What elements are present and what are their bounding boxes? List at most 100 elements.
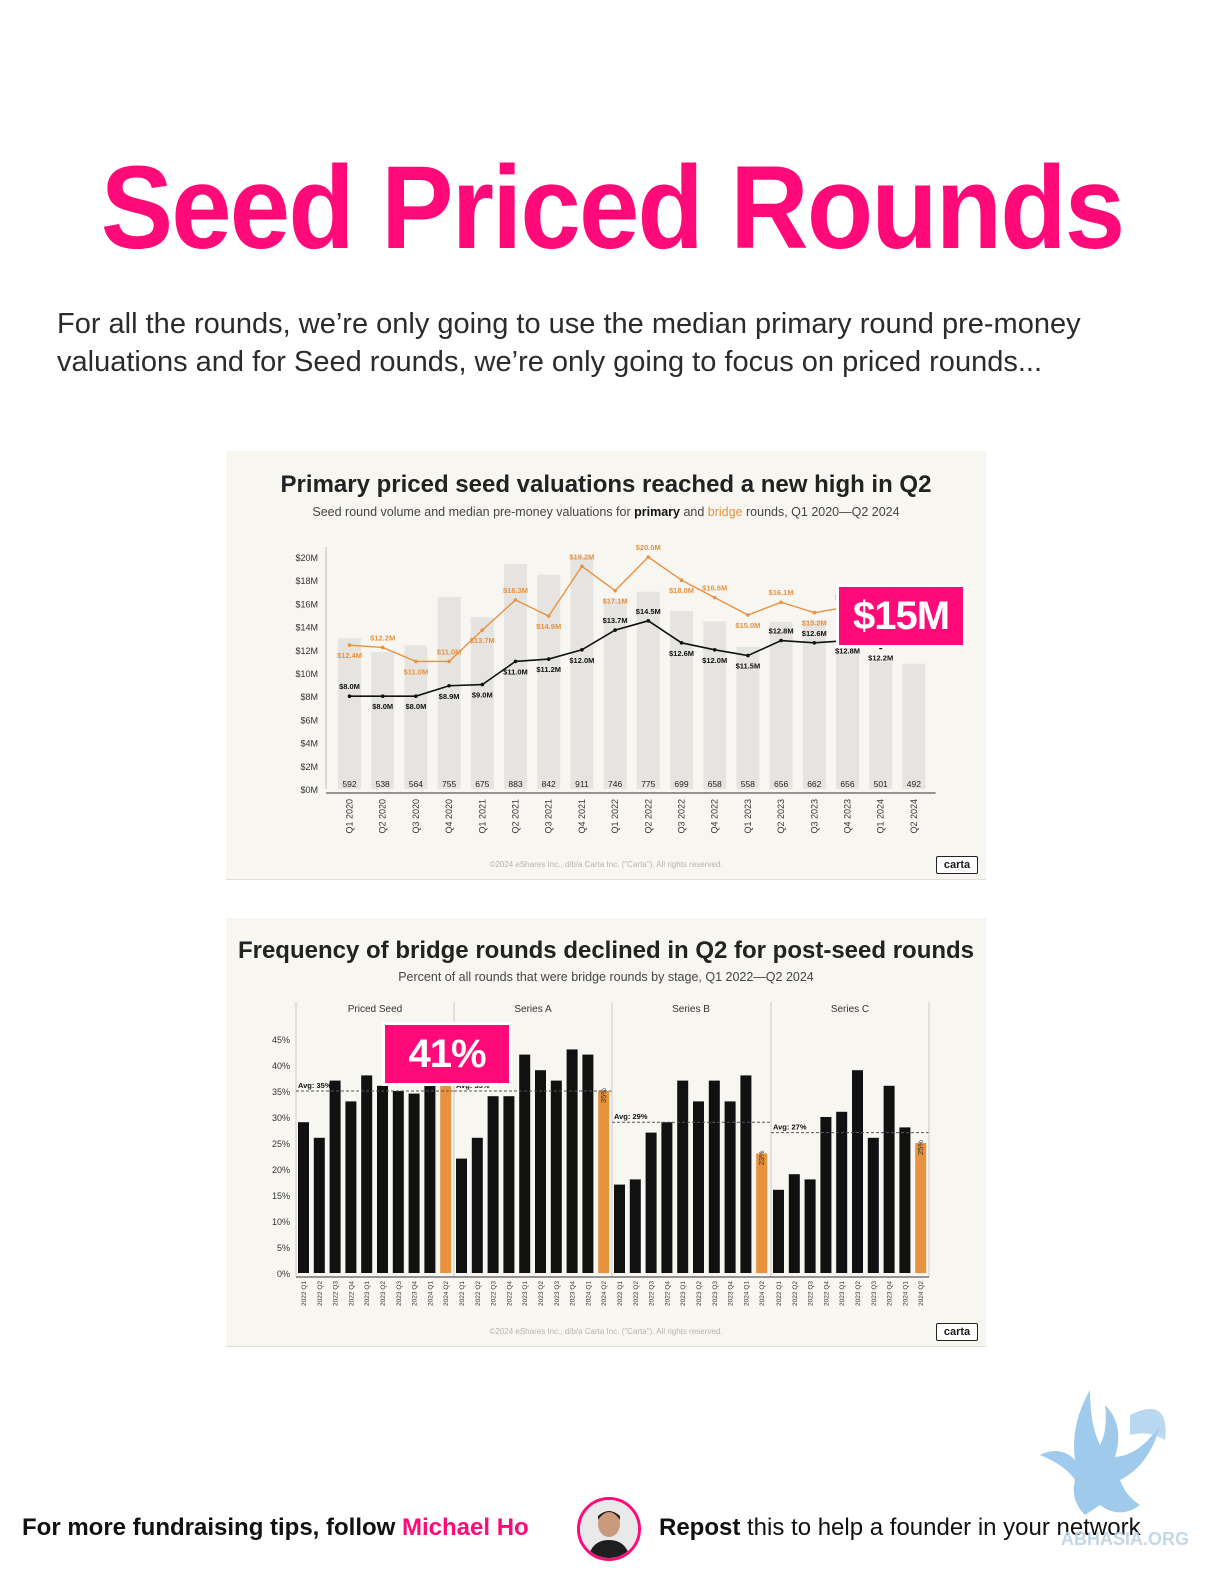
y-tick-label: 45% bbox=[272, 1035, 290, 1045]
x-tick-label: 2022 Q1 bbox=[459, 1281, 466, 1306]
x-tick-label: 2022 Q2 bbox=[633, 1281, 640, 1306]
primary-data-label: $9.0M bbox=[472, 691, 493, 700]
y-tick-label: $16M bbox=[295, 599, 318, 609]
callout-15m: $15M bbox=[836, 584, 966, 648]
x-tick-label: 2023 Q4 bbox=[412, 1281, 419, 1306]
primary-data-label: $12.2M bbox=[868, 653, 893, 662]
x-tick-label: 2023 Q3 bbox=[871, 1281, 878, 1306]
carta-logo: carta bbox=[936, 1323, 978, 1341]
volume-bar bbox=[470, 617, 494, 789]
volume-bar bbox=[371, 651, 395, 789]
primary-data-label: $12.6M bbox=[669, 649, 694, 658]
x-tick-label: 2023 Q1 bbox=[522, 1281, 529, 1306]
volume-label: 662 bbox=[807, 779, 821, 789]
volume-label: 538 bbox=[376, 779, 390, 789]
primary-data-label: $12.8M bbox=[835, 647, 860, 656]
primary-data-label: $12.8M bbox=[769, 627, 794, 636]
group-label: Series B bbox=[672, 1004, 710, 1015]
bridge-data-label: $16.1M bbox=[769, 588, 794, 597]
current-value-label: 23% bbox=[757, 1150, 766, 1165]
x-tick-label: Q1 2020 bbox=[345, 799, 355, 834]
volume-label: 675 bbox=[475, 779, 489, 789]
bridge-data-label: $18.0M bbox=[669, 586, 694, 595]
bridge-data-label: $16.5M bbox=[702, 584, 727, 593]
primary-point bbox=[746, 653, 750, 658]
x-tick-label: 2023 Q4 bbox=[728, 1281, 735, 1306]
volume-bar bbox=[570, 557, 594, 789]
callout-41pct: 41% bbox=[382, 1022, 512, 1086]
bridge-pct-bar bbox=[899, 1127, 911, 1273]
primary-data-label: $12.0M bbox=[702, 656, 727, 665]
y-tick-label: $18M bbox=[295, 576, 318, 586]
x-tick-label: 2024 Q1 bbox=[902, 1281, 909, 1306]
footer-follow: For more fundraising tips, follow Michae… bbox=[22, 1514, 529, 1542]
chart1-title: Primary priced seed valuations reached a… bbox=[280, 471, 932, 498]
volume-label: 775 bbox=[641, 779, 655, 789]
bridge-point bbox=[646, 555, 651, 559]
bridge-pct-bar bbox=[345, 1101, 357, 1273]
x-tick-label: 2022 Q3 bbox=[333, 1281, 340, 1306]
x-tick-label: Q4 2020 bbox=[444, 799, 454, 834]
x-tick-label: Q2 2023 bbox=[776, 799, 786, 834]
primary-point bbox=[646, 619, 651, 623]
y-tick-label: $12M bbox=[295, 646, 318, 656]
primary-point bbox=[347, 694, 352, 698]
x-tick-label: Q3 2023 bbox=[809, 799, 819, 834]
x-tick-label: Q3 2021 bbox=[544, 799, 554, 834]
bridge-data-label: $12.2M bbox=[370, 633, 395, 642]
volume-bar bbox=[537, 574, 561, 789]
chart2-copyright: ©2024 eShares Inc., d/b/a Carta Inc. ("C… bbox=[489, 1327, 723, 1336]
primary-data-label: $12.6M bbox=[802, 629, 827, 638]
y-tick-label: $8M bbox=[300, 692, 318, 702]
volume-bar bbox=[338, 638, 361, 789]
x-tick-label: Q3 2022 bbox=[677, 799, 687, 834]
bridge-pct-bar bbox=[788, 1174, 800, 1273]
person-icon bbox=[580, 1500, 638, 1558]
volume-label: 755 bbox=[442, 779, 456, 789]
author-link[interactable]: Michael Ho bbox=[402, 1514, 529, 1541]
valuation-chart: $0M $2M $4M $6M $8M $10M $12M $14M $16M $18M $20M 5… bbox=[295, 543, 936, 834]
bridge-pct-bar bbox=[329, 1080, 341, 1273]
bridge-pct-bar bbox=[535, 1070, 546, 1273]
x-tick-label: 2024 Q1 bbox=[427, 1281, 434, 1306]
x-tick-label: 2023 Q4 bbox=[887, 1281, 894, 1306]
volume-bar bbox=[670, 610, 693, 789]
carta-logo: carta bbox=[936, 856, 978, 874]
bridge-frequency-panel: Frequency of bridge rounds declined in Q… bbox=[226, 918, 986, 1347]
y-tick-label: $10M bbox=[295, 669, 318, 679]
avatar[interactable] bbox=[577, 1497, 641, 1561]
current-quarter-bar bbox=[598, 1091, 610, 1273]
x-tick-label: 2023 Q2 bbox=[696, 1281, 703, 1306]
x-tick-label: Q2 2024 bbox=[909, 799, 919, 834]
primary-point bbox=[580, 648, 584, 652]
bridge-point bbox=[613, 588, 617, 593]
bridge-pct-bar bbox=[629, 1179, 641, 1273]
bridge-pct-bar bbox=[724, 1101, 736, 1273]
x-tick-label: Q1 2022 bbox=[610, 799, 620, 834]
x-tick-label: 2022 Q3 bbox=[808, 1281, 815, 1306]
page-title: Seed Priced Rounds bbox=[100, 142, 1125, 274]
bridge-pct-bar bbox=[804, 1179, 816, 1273]
bridge-point bbox=[347, 643, 352, 647]
bridge-pct-bar bbox=[503, 1096, 515, 1273]
bridge-pct-bar bbox=[361, 1075, 373, 1273]
bridge-data-label: $19.2M bbox=[569, 552, 594, 561]
y-tick-label: $0M bbox=[300, 785, 318, 795]
y-tick-label: 25% bbox=[272, 1139, 290, 1149]
x-tick-label: 2022 Q2 bbox=[475, 1281, 482, 1306]
x-tick-label: 2022 Q4 bbox=[348, 1281, 355, 1306]
bridge-pct-bar bbox=[456, 1158, 467, 1273]
y-tick-label: $2M bbox=[300, 762, 318, 772]
bridge-pct-bar bbox=[883, 1085, 895, 1273]
x-tick-label: 2023 Q1 bbox=[839, 1281, 846, 1306]
average-label: Avg: 27% bbox=[773, 1123, 807, 1132]
x-tick-label: 2022 Q2 bbox=[317, 1281, 324, 1306]
x-tick-label: 2022 Q1 bbox=[776, 1281, 783, 1306]
watermark-eagle-icon: ABHASIA.ORG bbox=[1040, 1390, 1189, 1549]
x-tick-label: Q4 2022 bbox=[710, 799, 720, 834]
bridge-point bbox=[447, 659, 451, 664]
bridge-pct-bar bbox=[867, 1137, 879, 1273]
primary-point bbox=[414, 694, 418, 698]
bridge-pct-bar bbox=[471, 1137, 483, 1273]
volume-bar bbox=[769, 621, 793, 789]
